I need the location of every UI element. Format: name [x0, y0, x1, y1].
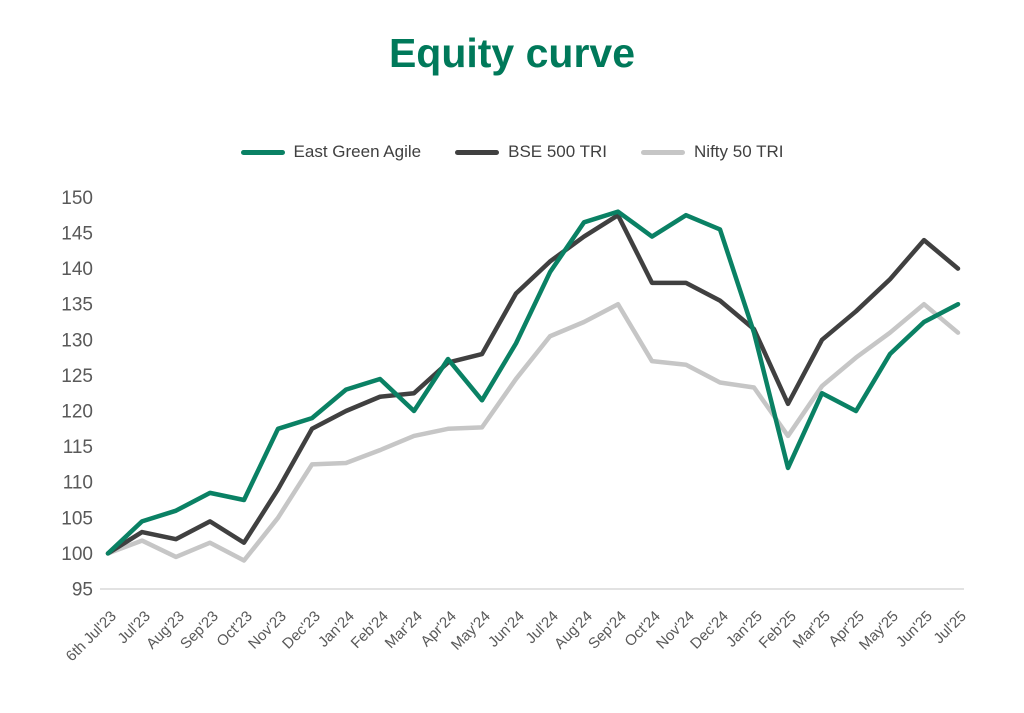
legend-label: BSE 500 TRI: [508, 142, 608, 161]
y-axis-tick-label: 135: [61, 295, 93, 316]
y-axis-tick-label: 110: [63, 473, 93, 494]
y-axis-tick-label: 140: [61, 259, 93, 280]
y-axis-tick-label: 105: [61, 508, 93, 529]
chart-title: Equity curve: [388, 30, 636, 76]
x-axis-tick-label: Jun'25: [893, 608, 936, 651]
x-axis-tick-label: Mar'24: [382, 608, 426, 652]
x-axis-tick-label: May'24: [448, 608, 494, 654]
y-axis-tick-label: 150: [61, 188, 93, 209]
y-axis-tick-label: 145: [61, 224, 93, 245]
y-axis-tick-label: 120: [61, 402, 93, 423]
chart-legend: East Green Agile BSE 500 TRI Nifty 50 TRI: [0, 142, 1024, 162]
series-line-nifty-50-tri: [105, 301, 961, 563]
x-axis-tick-label: Jun'24: [485, 608, 528, 651]
legend-swatch-icon: [641, 149, 686, 155]
x-axis-tick-label: Mar'25: [790, 608, 834, 652]
x-axis-tick-label: Sep'23: [177, 608, 222, 653]
y-axis-tick-label: 125: [61, 366, 93, 387]
legend-label: East Green Agile: [293, 142, 422, 161]
legend-item-east-green-agile: East Green Agile: [240, 142, 422, 162]
series-line-bse-500-tri: [105, 212, 961, 556]
x-axis-tick-label: Dec'24: [687, 608, 732, 653]
x-axis-tick-label: Jul'25: [930, 608, 969, 647]
legend-item-bse-500-tri: BSE 500 TRI: [455, 142, 607, 162]
y-axis-tick-label: 115: [63, 437, 93, 458]
x-axis-tick-label: Feb'25: [756, 608, 800, 652]
x-axis-tick-label: Dec'23: [279, 608, 324, 653]
legend-swatch-icon: [240, 149, 285, 155]
x-axis-tick-label: 6th Jul'23: [63, 608, 120, 665]
legend-item-nifty-50-tri: Nifty 50 TRI: [641, 142, 783, 162]
legend-label: Nifty 50 TRI: [694, 142, 784, 161]
y-axis-tick-label: 130: [61, 330, 93, 351]
legend-swatch-icon: [455, 149, 500, 155]
x-axis-tick-label: Sep'24: [585, 608, 630, 653]
series-line-east-green-agile: [105, 209, 961, 556]
y-axis-tick-label: 95: [72, 580, 93, 601]
x-axis-tick-label: May'25: [856, 608, 902, 654]
x-axis-tick-label: Feb'24: [348, 608, 392, 652]
y-axis-tick-label: 100: [61, 544, 93, 565]
